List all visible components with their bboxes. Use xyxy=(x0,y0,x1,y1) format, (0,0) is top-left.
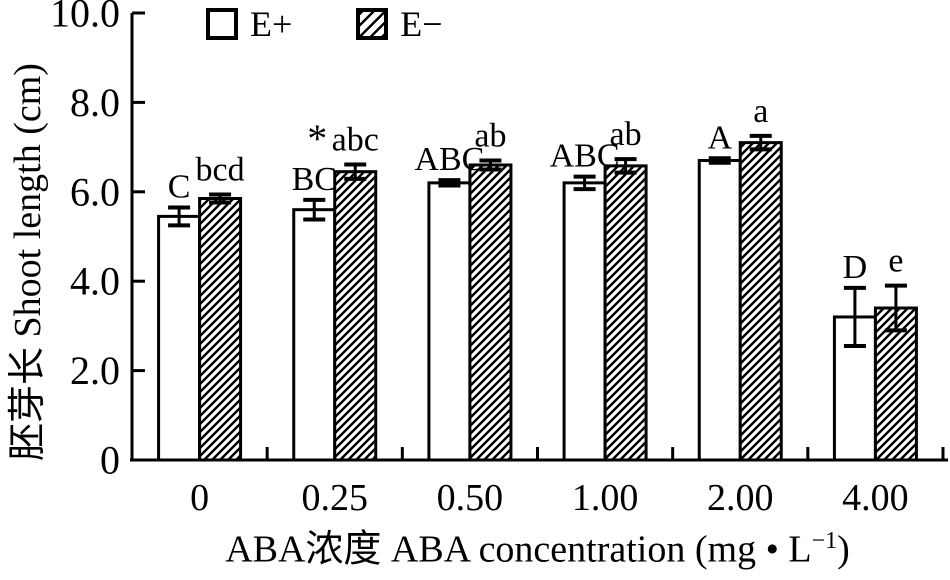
svg-text:8.0: 8.0 xyxy=(70,80,120,125)
legend-item-e-plus: E+ xyxy=(206,6,292,42)
y-axis-title: 胚芽长 Shoot length (cm) xyxy=(7,63,49,461)
svg-text:bcd: bcd xyxy=(196,151,245,188)
svg-text:2.0: 2.0 xyxy=(70,348,120,393)
legend-swatch-hatch-icon xyxy=(356,8,389,40)
legend-item-e-minus: E− xyxy=(356,4,443,44)
svg-text:0.50: 0.50 xyxy=(437,477,504,519)
svg-text:0.25: 0.25 xyxy=(302,477,369,519)
svg-text:abc: abc xyxy=(332,122,379,159)
svg-text:0: 0 xyxy=(100,438,120,483)
svg-text:4.00: 4.00 xyxy=(842,477,909,519)
x-axis-title-superscript: −1 xyxy=(811,528,838,554)
x-axis-title-text: ABA浓度 ABA concentration (mg • L xyxy=(225,528,812,571)
svg-text:ab: ab xyxy=(610,116,642,153)
x-axis-title: ABA浓度 ABA concentration (mg • L−1) xyxy=(132,528,943,571)
svg-text:ABC: ABC xyxy=(414,141,484,178)
svg-text:4.0: 4.0 xyxy=(70,259,120,304)
svg-text:A: A xyxy=(707,119,732,156)
svg-text:C: C xyxy=(168,168,191,205)
x-axis-title-close: ) xyxy=(837,528,850,571)
legend: E+ E− xyxy=(206,6,443,42)
legend-label-e-minus: E− xyxy=(400,4,443,44)
svg-text:e: e xyxy=(888,243,903,280)
svg-text:a: a xyxy=(753,93,768,130)
svg-text:ab: ab xyxy=(474,118,506,155)
svg-text:10.0: 10.0 xyxy=(50,0,120,36)
svg-text:BC: BC xyxy=(292,161,337,198)
svg-text:1.00: 1.00 xyxy=(572,477,639,519)
legend-label-e-plus: E+ xyxy=(250,4,293,44)
svg-text:D: D xyxy=(843,249,868,286)
svg-text:0: 0 xyxy=(190,477,209,519)
svg-text:6.0: 6.0 xyxy=(70,169,120,214)
legend-swatch-plain-icon xyxy=(206,8,238,40)
svg-text:*: * xyxy=(307,116,327,161)
svg-text:ABC: ABC xyxy=(550,138,620,175)
svg-text:2.00: 2.00 xyxy=(707,477,774,519)
